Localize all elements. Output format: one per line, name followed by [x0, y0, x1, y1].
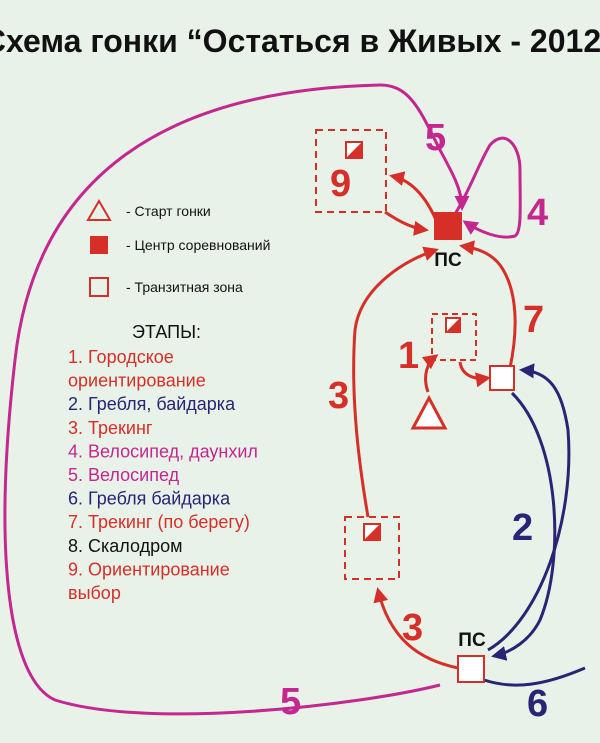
legend-square-icon: [89, 277, 109, 297]
stage-item-6: 6. Гребля байдарка: [68, 489, 231, 509]
stage-item-5: 5. Велосипед: [68, 465, 180, 485]
route-4-loop: [453, 136, 522, 239]
stage-num-7: 7: [523, 299, 544, 341]
route-6: [483, 666, 586, 687]
orienteering-box-lower: [344, 516, 400, 580]
route-7: [459, 240, 517, 369]
ps-label-top: ПС: [434, 250, 462, 271]
transit-square-right: [489, 365, 515, 391]
stage-item-7: 7. Трекинг (по берегу): [68, 512, 250, 532]
legend-triangle-icon: [86, 199, 112, 221]
stage-item-3: 3. Трекинг: [68, 418, 153, 438]
stage-num-1: 1: [398, 335, 419, 377]
legend: - Старт гонки - Центр соревнований - Тра…: [86, 199, 270, 297]
route-3-up: [352, 246, 439, 518]
route-2-return: [491, 391, 557, 661]
diagram-title: Схема гонки “Остаться в Живых - 2012”: [0, 23, 600, 59]
stage-item-8: 8. Скалодром: [68, 536, 183, 556]
transit-square-bottom: [457, 655, 485, 683]
stage-num-4: 4: [527, 192, 548, 234]
stage-item-4: 4. Велосипед, даунхил: [68, 441, 258, 461]
ps-label-bottom: ПС: [458, 630, 486, 651]
stages-title: ЭТАПЫ:: [132, 322, 201, 342]
stage-num-3-bottom: 3: [402, 607, 423, 649]
route-3-down: [373, 587, 459, 670]
stage-item-1: 1. Городское: [68, 347, 174, 367]
legend-label-start: - Старт гонки: [126, 203, 211, 219]
orienteering-box-top: [315, 129, 387, 213]
stage-item-2: 2. Гребля, байдарка: [68, 394, 236, 414]
stage-item-9-line-2: выбор: [68, 583, 121, 603]
route-1-end: [458, 361, 491, 388]
legend-label-transit: - Транзитная зона: [126, 279, 243, 295]
route-9-out: [389, 171, 438, 221]
legend-filled-square-icon: [90, 236, 108, 254]
stage-num-5-top: 5: [425, 117, 446, 159]
stage-num-3-mid: 3: [328, 375, 349, 417]
stage-item-9: 9. Ориентирование: [68, 559, 230, 579]
stage-num-6: 6: [527, 683, 548, 725]
route-1-start: [421, 354, 439, 393]
start-triangle: [410, 394, 448, 430]
orienteering-box-small: [431, 313, 477, 361]
stages-list: 1. Городское ориентирование 2. Гребля, бай…: [68, 347, 258, 603]
competition-center-square: [434, 212, 462, 240]
stage-num-9: 9: [330, 163, 351, 205]
stage-num-2: 2: [512, 507, 533, 549]
legend-label-center: - Центр соревнований: [126, 237, 270, 253]
stage-item-1-line-2: ориентирование: [68, 371, 206, 391]
route-5-loop: [3, 83, 470, 716]
stage-num-5-bottom: 5: [280, 681, 301, 723]
route-2: [487, 363, 571, 652]
route-9-back: [384, 210, 429, 236]
